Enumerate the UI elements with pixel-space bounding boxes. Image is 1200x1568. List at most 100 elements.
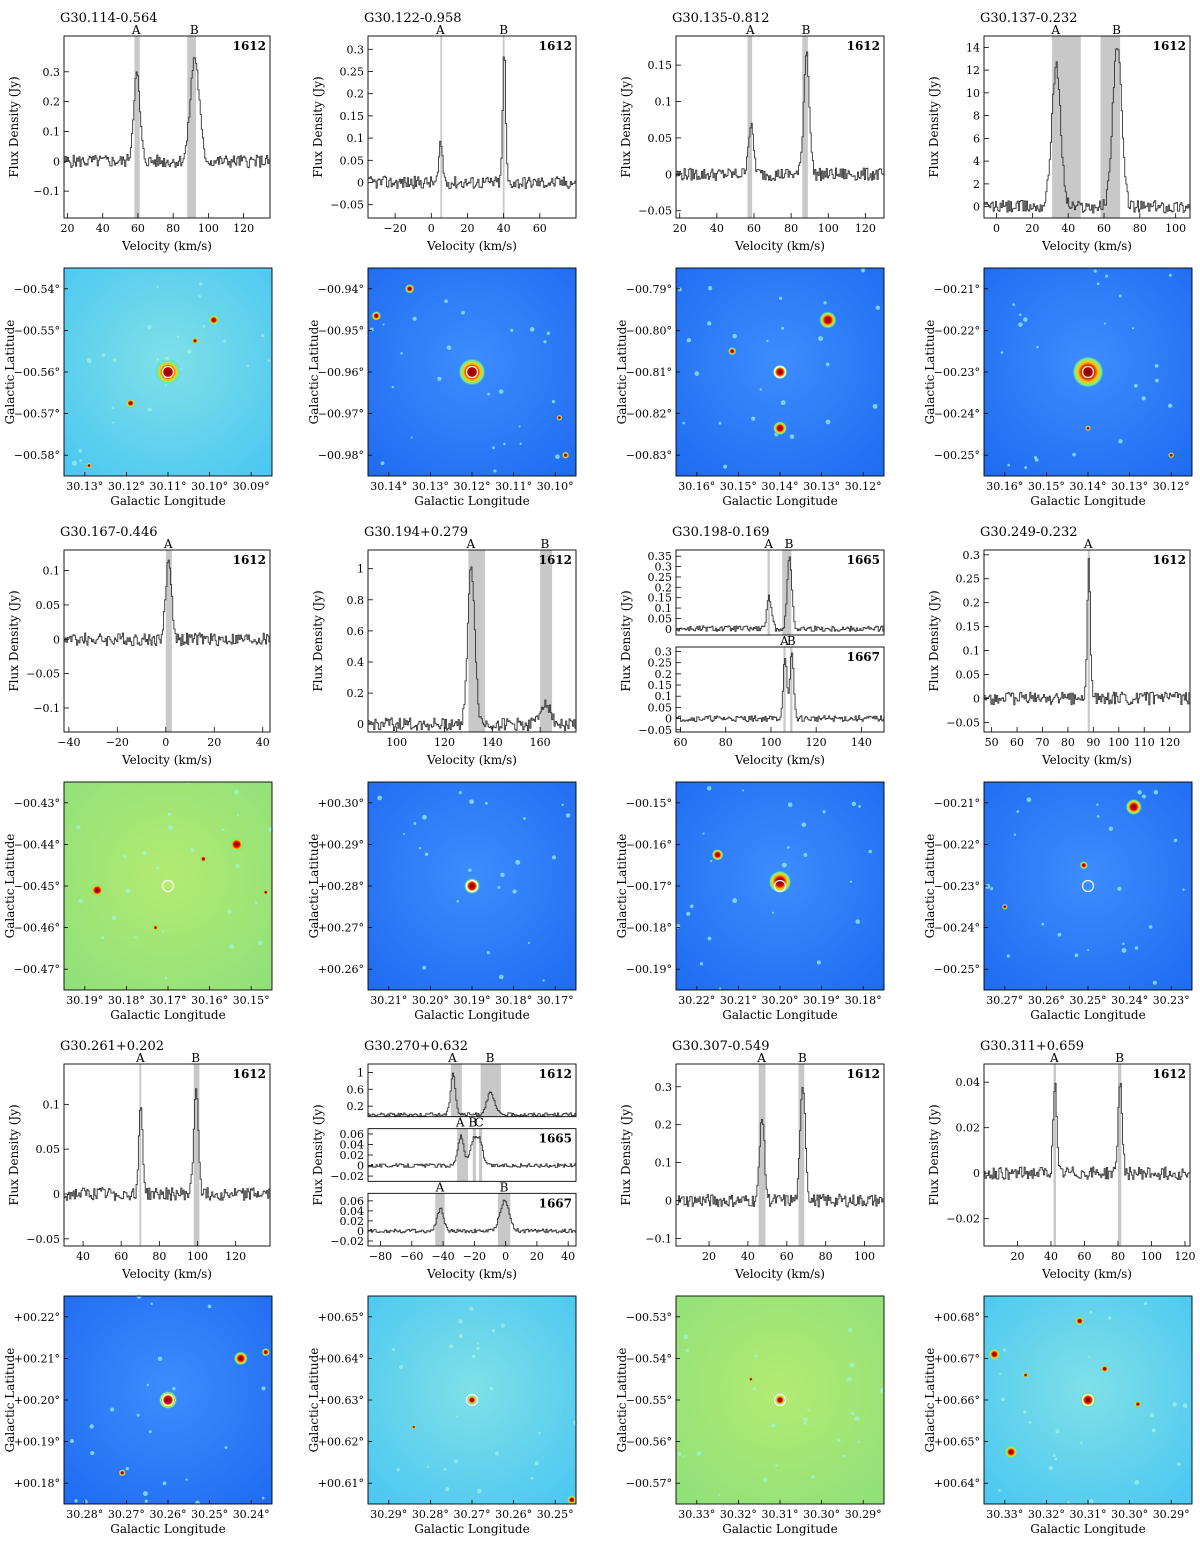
faint-star xyxy=(369,327,374,332)
point-source xyxy=(711,848,724,861)
y-tick-label: −00.95° xyxy=(318,324,364,337)
faint-star xyxy=(498,389,504,394)
feature-label: A xyxy=(1083,537,1093,551)
faint-star xyxy=(543,340,547,344)
faint-star xyxy=(818,336,824,342)
x-tick-label: 20 xyxy=(460,222,474,235)
x-tick-label: 30.16° xyxy=(986,480,1023,493)
y-tick-label: +00.29° xyxy=(318,838,364,851)
spectrum-trace xyxy=(984,558,1190,706)
faint-star xyxy=(1052,1454,1056,1458)
y-tick-label: 0.3 xyxy=(347,43,365,56)
faint-star xyxy=(1023,317,1028,322)
feature-label: A xyxy=(435,1180,445,1194)
feature-label: A xyxy=(1050,23,1060,37)
y-tick-label: 0.3 xyxy=(963,549,981,562)
faint-star xyxy=(455,1415,458,1418)
x-tick-label: 30.30° xyxy=(1111,1508,1148,1521)
faint-star xyxy=(224,1446,228,1450)
faint-star xyxy=(458,1319,463,1324)
point-source xyxy=(1168,452,1175,459)
y-tick-label: −00.47° xyxy=(14,963,60,976)
faint-star xyxy=(1006,954,1010,958)
transition-label: 1665 xyxy=(539,1132,572,1146)
x-tick-label: 100 xyxy=(1141,1250,1162,1263)
faint-star xyxy=(1034,457,1039,462)
point-source xyxy=(727,347,737,356)
x-tick-label: 0 xyxy=(993,222,1000,235)
y-tick-label: −0.1 xyxy=(33,185,60,198)
infrared-map-panel: 30.33° 30.32° 30.31° 30.30° 30.29° +00.68° +00… xyxy=(900,1290,1200,1542)
x-tick-label: 30.27° xyxy=(454,1508,491,1521)
point-source xyxy=(748,1376,754,1382)
axes-frame xyxy=(63,35,271,219)
faint-star xyxy=(123,854,127,859)
point-source xyxy=(818,311,837,329)
point-source xyxy=(191,337,199,345)
maser-position-marker xyxy=(773,1393,787,1407)
faint-star xyxy=(484,801,488,805)
y-tick-label: 0 xyxy=(357,718,364,731)
source-name: G30.167-0.446 xyxy=(60,525,157,540)
x-tick-label: 30.21° xyxy=(370,994,407,1007)
faint-star xyxy=(1152,980,1157,985)
x-tick-label: 30.14° xyxy=(370,480,407,493)
maser-position-marker xyxy=(465,879,479,893)
faint-star xyxy=(1134,1480,1140,1485)
y-tick-label: −0.05 xyxy=(26,668,60,681)
faint-star xyxy=(686,911,691,916)
x-tick-label: −60 xyxy=(400,1250,423,1263)
transition-label: 1612 xyxy=(1153,39,1186,53)
spectrum-trace xyxy=(64,1088,271,1201)
x-tick-label: 30.19° xyxy=(803,994,840,1007)
y-tick-label: −00.56° xyxy=(14,366,60,379)
faint-star xyxy=(223,339,227,343)
y-tick-label: −00.55° xyxy=(626,1394,672,1407)
faint-star xyxy=(221,828,225,832)
faint-star xyxy=(1148,925,1153,929)
x-tick-label: 100 xyxy=(818,222,839,235)
y-tick-label: +00.27° xyxy=(318,922,364,935)
x-axis-label: Galactic Longitude xyxy=(110,1522,225,1536)
faint-star xyxy=(510,328,514,332)
faint-star xyxy=(682,1455,685,1458)
y-tick-label: −00.25° xyxy=(934,449,980,462)
map-image xyxy=(984,782,1192,990)
faint-star xyxy=(1012,303,1016,307)
faint-star xyxy=(685,1348,689,1353)
faint-star xyxy=(133,936,137,940)
infrared-map-panel: 30.22° 30.21° 30.20° 30.19° 30.18° −00.15° −00… xyxy=(600,776,900,1028)
y-tick-label: 0.15 xyxy=(648,59,673,72)
faint-star xyxy=(683,1334,689,1340)
y-tick-label: −0.05 xyxy=(330,199,364,212)
faint-star xyxy=(1080,1441,1083,1445)
faint-star xyxy=(1054,1457,1058,1461)
feature-label: B xyxy=(541,537,550,551)
x-axis-label: Velocity (km/s) xyxy=(121,239,212,253)
spectrum-trace xyxy=(984,1082,1190,1181)
source-name: G30.135-0.812 xyxy=(672,11,769,26)
faint-star xyxy=(803,1421,807,1425)
spectrum-trace xyxy=(676,652,885,722)
velocity-range-shade xyxy=(450,1064,462,1117)
y-tick-label: 0.6 xyxy=(347,625,365,638)
axes-frame xyxy=(367,1063,577,1118)
faint-star xyxy=(766,339,769,343)
y-tick-label: 0 xyxy=(665,713,672,726)
y-tick-label: −00.96° xyxy=(318,366,364,379)
y-tick-label: 0.25 xyxy=(648,657,673,670)
y-tick-label: 0.02 xyxy=(956,1122,981,1135)
velocity-range-shade xyxy=(767,550,770,635)
faint-star xyxy=(803,852,808,857)
faint-star xyxy=(846,1376,852,1382)
velocity-range-shade xyxy=(1087,550,1090,732)
velocity-range-shade xyxy=(790,647,793,732)
transition-label: 1612 xyxy=(233,553,266,567)
maser-position-marker xyxy=(773,365,787,379)
spectrum-trace xyxy=(676,51,885,182)
faint-star xyxy=(690,904,694,909)
x-tick-label: −20 xyxy=(463,1250,486,1263)
faint-star xyxy=(1074,953,1079,958)
y-tick-label: +00.64° xyxy=(318,1352,364,1365)
faint-star xyxy=(786,846,790,849)
